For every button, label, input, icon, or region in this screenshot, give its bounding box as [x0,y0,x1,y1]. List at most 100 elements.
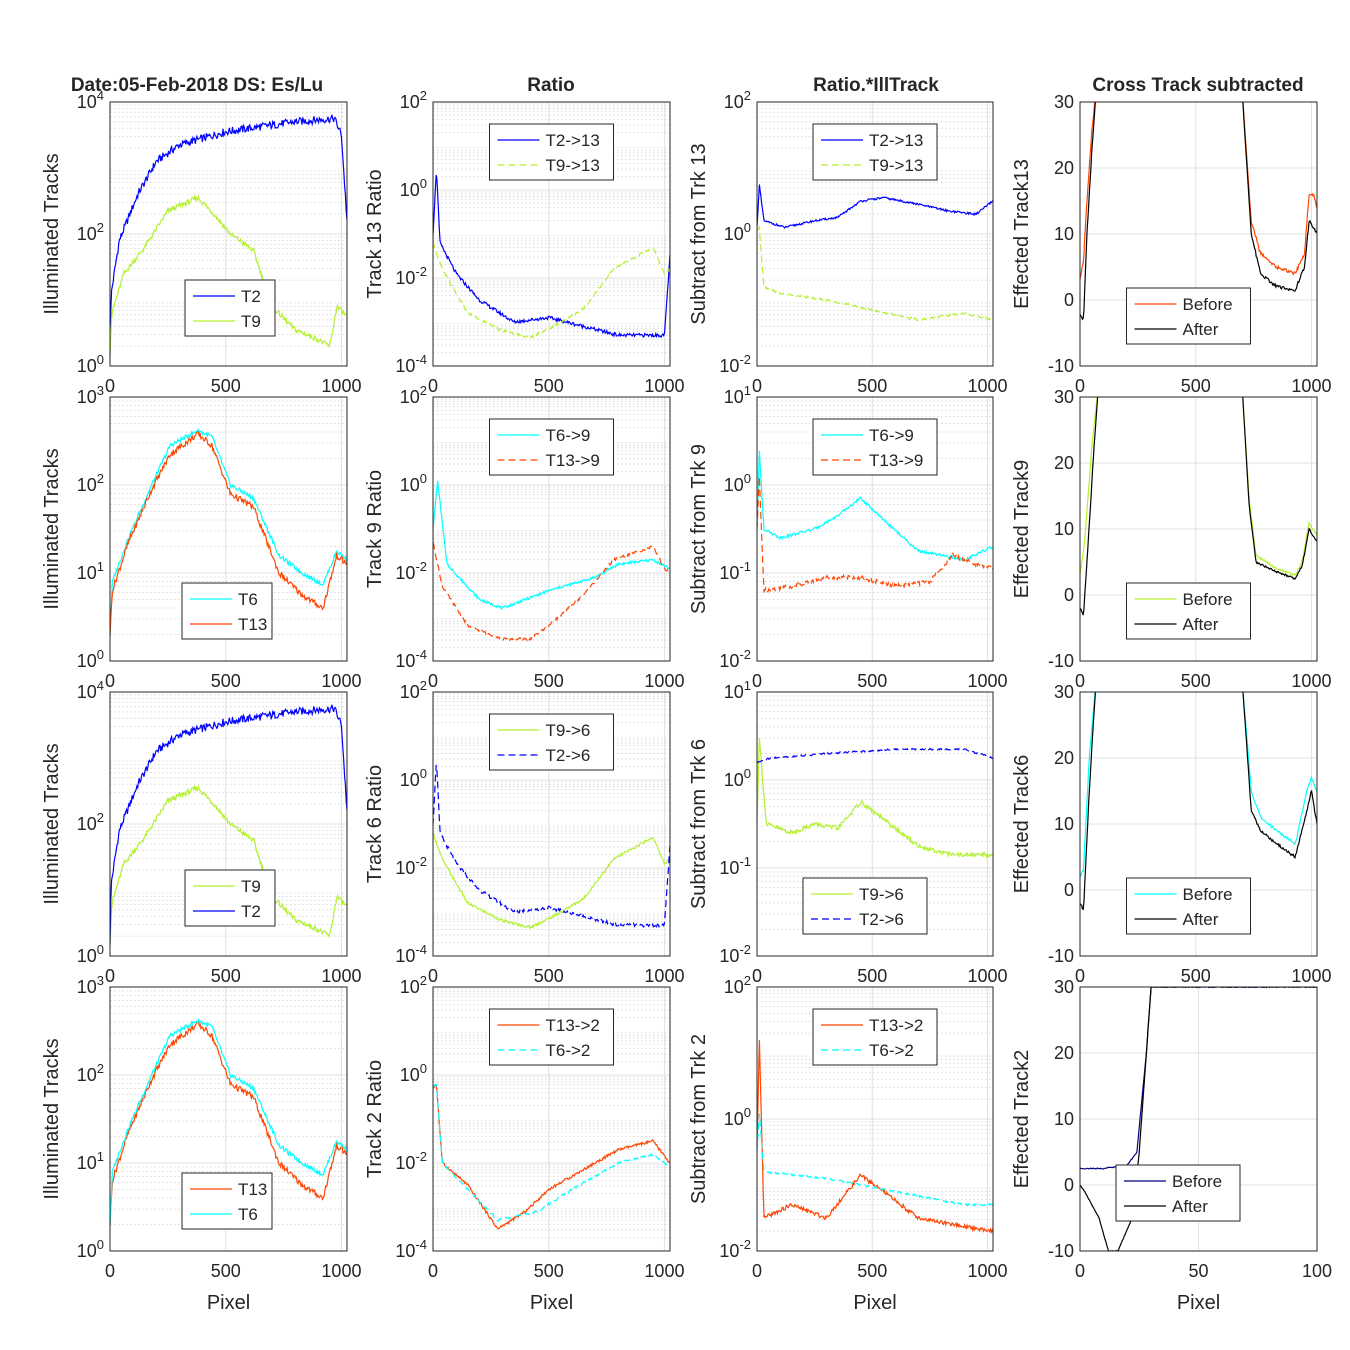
tick-label: 104 [77,88,104,112]
subplot-r4c2: 10-4 10-2 100 102 0 500 1000 Track 2 Ratio Pixel… [364,973,684,1314]
column-title-1: Date:05-Feb-2018 DS: Es/Lu [71,75,323,96]
axes-box [1079,396,1318,662]
tick-label: 102 [77,220,104,244]
subplot-r1c2: 10-4 10-2 100 102 0 500 1000 Track 13 Ratio T2->… [364,88,684,396]
legend-box [181,582,273,640]
series-line-T2 [110,704,347,946]
y-axis-label: Effected Track6 [1011,755,1033,894]
legend-label: T6->9 [869,426,914,445]
legend-box [489,1008,614,1066]
tick-label: 0 [1075,1261,1085,1281]
axes-box [109,691,348,957]
tick-label: 100 [400,471,427,495]
series-line-T2->6 [433,764,670,929]
tick-label: 500 [211,966,241,986]
tick-label: 103 [77,383,104,407]
tick-label: 500 [857,376,887,396]
tick-label: 0 [105,966,115,986]
tick-label: -10 [1048,1241,1074,1261]
tick-label: 101 [724,383,751,407]
tick-label: 20 [1054,1043,1074,1063]
tick-label: 30 [1054,92,1074,112]
series-group [433,174,670,340]
x-axis-label: Pixel [530,1292,573,1314]
tick-label: 0 [1064,1175,1074,1195]
legend-label: T2 [241,287,261,306]
axes-box [109,986,348,1252]
legend-label: Before [1172,1172,1222,1191]
series-line-T9->6 [757,738,993,860]
tick-label: 0 [105,1261,115,1281]
legend-box [812,123,938,181]
series-group [757,450,993,594]
legend: T9->6 T2->6 [489,713,614,771]
tick-label: 10 [1054,814,1074,834]
legend-label: T2->13 [546,131,600,150]
y-axis-label: Illuminated Tracks [41,1038,63,1199]
tick-label: 500 [1181,376,1211,396]
tick-label: 1000 [644,1261,684,1281]
tick-label: 100 [77,1237,104,1261]
legend-box [184,869,276,927]
tick-label: 100 [1302,1261,1332,1281]
tick-label: 0 [428,376,438,396]
tick-label: 101 [77,559,104,583]
tick-label: 10-4 [395,942,427,966]
y-axis-label: Subtract from Trk 2 [688,1034,710,1204]
series-line-T2 [110,114,347,356]
series-line-T9 [110,194,347,356]
series-line-T6 [110,428,347,636]
series-line-T13 [110,1020,347,1227]
column-title-2: Ratio [527,75,575,96]
legend-box [489,123,614,181]
series-line-T9 [110,784,347,946]
axes-box [432,101,671,367]
tick-label: 102 [400,383,427,407]
tick-label: 100 [400,176,427,200]
tick-label: 30 [1054,387,1074,407]
legend-label: T13->9 [546,451,600,470]
series-group [110,704,347,946]
legend: T2->13 T9->13 [812,123,938,181]
y-axis-label: Track 6 Ratio [364,765,386,883]
legend-box [489,418,614,476]
subplot-r3c3: 10-2 10-1 100 101 0 500 1000 Subtract from Trk … [688,678,1007,986]
series-line-Before [1080,692,1317,878]
tick-label: 500 [211,671,241,691]
tick-label: 102 [724,973,751,997]
series-line-After [1080,692,1317,911]
legend: T2->13 T9->13 [489,123,614,181]
axes-box [756,986,994,1252]
legend-label: Before [1183,590,1233,609]
tick-label: 102 [400,973,427,997]
y-axis-label: Illuminated Tracks [41,153,63,314]
x-axis-label: Pixel [853,1292,896,1314]
tick-label: 500 [1181,966,1211,986]
legend-box [184,279,276,337]
tick-label: 500 [534,1261,564,1281]
tick-label: 500 [857,966,887,986]
tick-label: 10-1 [719,854,751,878]
legend-label: T9 [241,877,261,896]
legend-box [812,418,938,476]
tick-label: 1000 [967,376,1007,396]
legend-label: T13 [238,1180,267,1199]
tick-label: 0 [428,966,438,986]
tick-label: 500 [211,1261,241,1281]
series-line-Before [1080,102,1317,280]
tick-label: 500 [211,376,241,396]
tick-label: 10-4 [395,1237,427,1261]
series-line-T13->9 [757,476,993,594]
legend-label: Before [1183,885,1233,904]
tick-label: 0 [428,1261,438,1281]
tick-label: 50 [1188,1261,1208,1281]
tick-label: 10 [1054,224,1074,244]
legend-label: T6 [238,1205,258,1224]
y-axis-label: Track 13 Ratio [364,169,386,298]
legend-label: T6->2 [869,1041,914,1060]
